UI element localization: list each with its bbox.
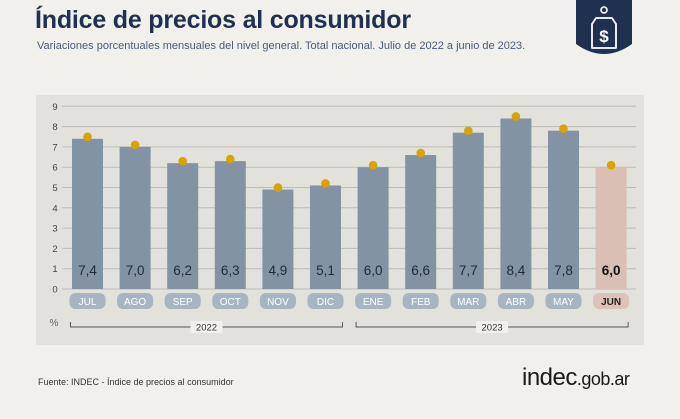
value-label: 6,0 <box>364 263 383 278</box>
category-pill <box>355 293 392 309</box>
year-label-bg <box>190 321 223 333</box>
category-pill <box>259 293 296 309</box>
bar <box>500 118 532 289</box>
brand-main: indec <box>522 364 577 391</box>
bar <box>310 185 341 289</box>
category-pill <box>593 293 630 309</box>
category-label: OCT <box>220 297 241 308</box>
y-tick-label: 5 <box>52 183 57 194</box>
brand-tld: .gob.ar <box>576 369 630 389</box>
value-dot <box>559 124 568 133</box>
category-pill <box>402 293 439 309</box>
value-dot <box>226 154 235 164</box>
y-tick-label: 6 <box>52 163 57 174</box>
value-label: 7,7 <box>459 263 478 278</box>
y-tick-label: 2 <box>52 244 57 255</box>
price-tag-dollar-icon: $ <box>576 0 632 54</box>
y-tick-label: 3 <box>52 224 57 235</box>
value-dot <box>368 160 378 170</box>
y-tick-label: 8 <box>52 122 57 133</box>
year-brackets: 2022 2023 <box>70 321 629 334</box>
category-label: ABR <box>506 297 527 308</box>
page-subtitle: Variaciones porcentuales mensuales del n… <box>37 40 526 52</box>
category-label: JUL <box>79 297 97 308</box>
category-pill <box>117 293 154 309</box>
year-label-bg <box>476 321 509 333</box>
value-dot <box>606 160 616 170</box>
value-dot <box>321 179 330 188</box>
y-tick-labels: 0 1 2 3 4 5 6 7 8 9 <box>52 102 57 296</box>
category-pill <box>450 293 487 309</box>
category-pill <box>545 293 582 309</box>
category-label: ENE <box>363 297 384 308</box>
value-label: 7,0 <box>126 263 145 278</box>
category-label: SEP <box>173 297 193 308</box>
category-pill <box>69 293 106 309</box>
value-dots <box>83 112 616 192</box>
category-labels: JUL AGO SEP OCT NOV DIC ENE FEB MAR ABR MAY JUN <box>69 293 630 309</box>
value-label: 6,2 <box>173 263 192 278</box>
bar <box>72 138 103 289</box>
y-tick-label: 9 <box>52 102 57 113</box>
category-label: JUN <box>601 297 621 308</box>
value-label: 6,0 <box>602 263 621 278</box>
y-axis-label: % <box>50 318 59 329</box>
bar <box>167 163 199 289</box>
year-label: 2022 <box>196 323 217 334</box>
bars <box>72 118 627 289</box>
bar <box>548 130 579 289</box>
value-dot <box>83 132 92 142</box>
indec-logo: indec.gob.ar <box>522 364 630 392</box>
category-pill <box>307 293 344 309</box>
category-label: DIC <box>317 297 334 308</box>
category-pill <box>497 293 534 309</box>
value-label: 7,4 <box>78 263 97 278</box>
value-label: 5,1 <box>316 263 335 278</box>
dollar-symbol: $ <box>599 27 609 46</box>
category-label: NOV <box>267 297 289 308</box>
value-labels: 7,4 7,0 6,2 6,3 4,9 5,1 6,0 6,6 7,7 8,4 7,8 6,0 <box>78 263 620 278</box>
value-label: 6,3 <box>221 263 240 278</box>
category-label: AGO <box>124 297 146 308</box>
bar <box>214 161 246 289</box>
y-tick-label: 7 <box>52 142 57 153</box>
y-tick-label: 0 <box>52 285 57 296</box>
value-dot <box>273 183 283 192</box>
page-title: Índice de precios al consumidor <box>35 6 411 34</box>
value-dot <box>511 112 521 121</box>
value-dot <box>464 126 473 135</box>
y-tick-label: 4 <box>52 203 57 214</box>
value-dot <box>178 156 187 166</box>
category-pill <box>212 293 249 309</box>
source-note: Fuente: INDEC - Índice de precios al con… <box>38 377 234 387</box>
bar <box>405 155 437 289</box>
bar <box>595 167 627 289</box>
value-label: 7,8 <box>554 263 573 278</box>
category-label: MAY <box>553 297 574 308</box>
bar <box>262 189 294 289</box>
category-label: FEB <box>411 297 431 308</box>
bar <box>119 146 151 289</box>
value-dot <box>416 148 426 158</box>
value-label: 6,6 <box>411 263 430 278</box>
value-label: 4,9 <box>269 263 288 278</box>
category-pill <box>164 293 201 309</box>
bar <box>357 167 389 289</box>
value-dot <box>130 140 140 150</box>
y-tick-label: 1 <box>52 264 57 275</box>
gridlines <box>62 105 636 290</box>
category-label: MAR <box>457 297 479 308</box>
value-label: 8,4 <box>507 263 526 278</box>
year-label: 2023 <box>482 323 503 334</box>
bar <box>452 132 484 289</box>
